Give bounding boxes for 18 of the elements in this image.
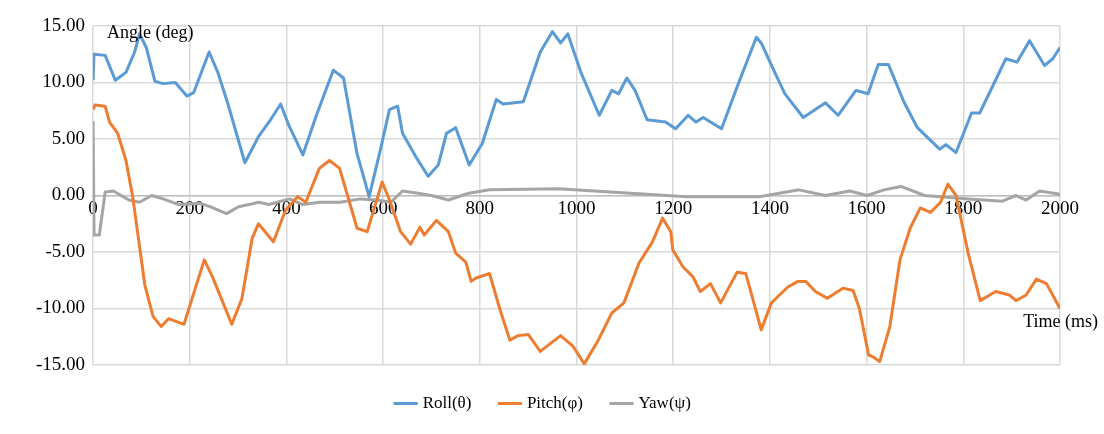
y-tick-label: -15.00	[36, 352, 86, 374]
legend-label: Roll(θ)	[422, 392, 472, 412]
y-tick-label: 15.00	[42, 13, 86, 35]
y-axis-title: Angle (deg)	[107, 21, 194, 43]
y-tick-label: -5.00	[45, 239, 86, 261]
legend-label: Yaw(ψ)	[638, 392, 691, 412]
x-tick-label: 2000	[1041, 196, 1079, 218]
x-tick-label: 1400	[750, 196, 789, 218]
x-tick-label: 1600	[847, 196, 886, 218]
y-tick-label: 5.00	[51, 126, 86, 148]
x-tick-label: 1000	[557, 196, 596, 218]
x-tick-label: 1200	[654, 196, 693, 218]
y-tick-label: 0.00	[51, 183, 86, 205]
x-axis-title: Time (ms)	[1023, 310, 1098, 332]
y-tick-label: -10.00	[36, 296, 86, 318]
y-tick-label: 10.00	[42, 70, 86, 92]
x-tick-label: 800	[465, 196, 495, 218]
legend-label: Pitch(φ)	[526, 392, 583, 412]
